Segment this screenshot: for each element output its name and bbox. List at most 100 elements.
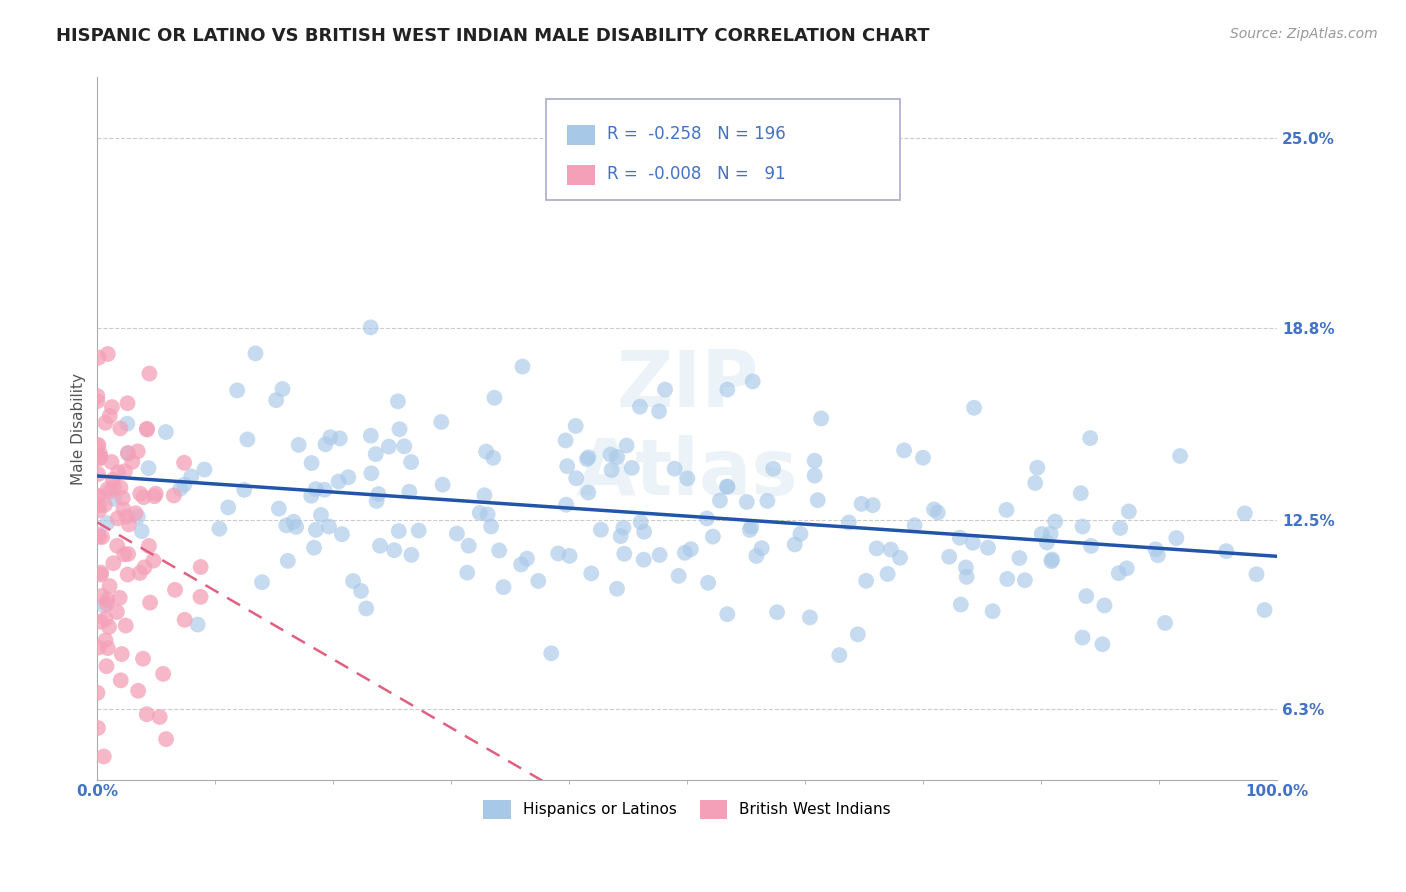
Point: [606, 450, 628, 464]
Point: [676, 471, 699, 485]
Point: [86, 449, 108, 463]
Point: [117, 396, 139, 410]
Point: [630, 515, 652, 529]
Point: [1043, 515, 1066, 529]
Point: [93, 599, 115, 613]
Point: [127, 444, 149, 458]
Point: [117, 547, 139, 561]
Point: [163, 582, 186, 597]
Point: [135, 422, 157, 436]
Point: [86, 394, 108, 409]
Point: [305, 482, 328, 496]
Point: [302, 541, 325, 555]
Point: [540, 646, 562, 660]
Point: [87, 640, 110, 655]
Point: [127, 683, 149, 698]
Point: [482, 450, 505, 465]
Point: [277, 554, 299, 568]
Point: [1144, 542, 1167, 557]
Point: [91, 530, 114, 544]
Point: [314, 483, 336, 497]
Point: [564, 419, 586, 434]
Point: [90, 450, 112, 465]
FancyBboxPatch shape: [567, 165, 595, 185]
Point: [620, 461, 643, 475]
Point: [492, 580, 515, 594]
Point: [110, 673, 132, 688]
Point: [741, 375, 763, 389]
Point: [145, 487, 167, 501]
Point: [217, 500, 239, 515]
Point: [1168, 449, 1191, 463]
Point: [98, 484, 121, 499]
Point: [716, 383, 738, 397]
Point: [697, 575, 720, 590]
Point: [600, 463, 623, 477]
Point: [938, 549, 960, 564]
Point: [97, 482, 120, 496]
Point: [173, 477, 195, 491]
Point: [131, 524, 153, 538]
Point: [328, 475, 350, 489]
Point: [1154, 615, 1177, 630]
Point: [124, 506, 146, 520]
Point: [477, 508, 499, 522]
Point: [576, 485, 599, 500]
Point: [169, 482, 191, 496]
Point: [87, 489, 110, 503]
Point: [783, 537, 806, 551]
Point: [963, 401, 986, 415]
Text: ZIP
Atlas: ZIP Atlas: [576, 346, 799, 510]
Point: [1108, 566, 1130, 581]
Point: [1014, 574, 1036, 588]
Point: [654, 383, 676, 397]
Point: [90, 589, 112, 603]
Text: HISPANIC OR LATINO VS BRITISH WEST INDIAN MALE DISABILITY CORRELATION CHART: HISPANIC OR LATINO VS BRITISH WEST INDIA…: [56, 27, 929, 45]
Point: [475, 444, 498, 458]
Point: [190, 560, 212, 574]
Point: [86, 389, 108, 403]
Point: [309, 508, 332, 522]
Point: [762, 461, 785, 475]
Point: [173, 456, 195, 470]
Point: [330, 527, 353, 541]
Point: [547, 547, 569, 561]
Point: [789, 526, 811, 541]
Point: [112, 502, 135, 516]
Point: [87, 438, 110, 452]
Point: [180, 469, 202, 483]
Point: [378, 440, 401, 454]
Point: [364, 447, 387, 461]
Point: [554, 434, 576, 448]
Point: [751, 541, 773, 556]
Point: [1076, 589, 1098, 603]
Text: R =  -0.008   N =   91: R = -0.008 N = 91: [607, 165, 786, 183]
Point: [117, 446, 139, 460]
Point: [1031, 527, 1053, 541]
Point: [565, 471, 588, 485]
Point: [855, 574, 877, 588]
Point: [803, 454, 825, 468]
Point: [115, 509, 138, 524]
Point: [105, 605, 128, 619]
Point: [1246, 567, 1268, 582]
Point: [673, 546, 696, 560]
Point: [142, 553, 165, 567]
Point: [96, 516, 118, 530]
Point: [1039, 526, 1062, 541]
Point: [264, 393, 287, 408]
Point: [1026, 460, 1049, 475]
Point: [233, 483, 256, 497]
Point: [135, 707, 157, 722]
Point: [149, 710, 172, 724]
Point: [589, 523, 612, 537]
Point: [738, 523, 761, 537]
Point: [446, 526, 468, 541]
Point: [143, 489, 166, 503]
Point: [432, 477, 454, 491]
Point: [401, 548, 423, 562]
Point: [911, 450, 934, 465]
Point: [117, 567, 139, 582]
Point: [139, 596, 162, 610]
Point: [766, 605, 789, 619]
